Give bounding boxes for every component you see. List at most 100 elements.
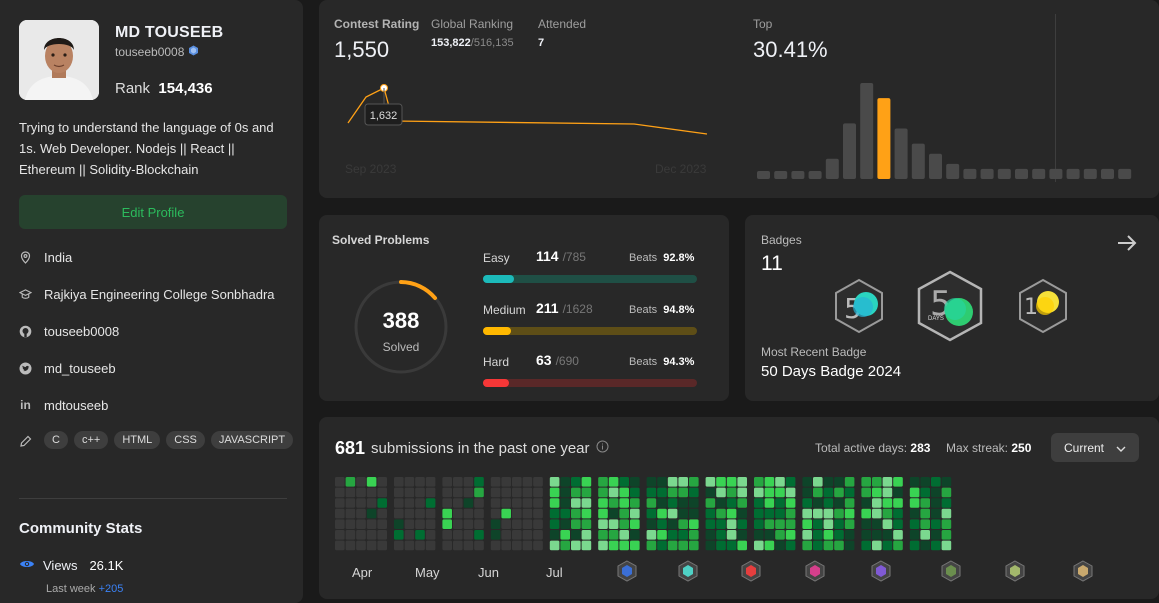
heatmap-cell[interactable] xyxy=(598,487,608,498)
histogram-bar[interactable] xyxy=(1032,168,1046,179)
heatmap-cell[interactable] xyxy=(366,477,377,487)
heatmap-cell[interactable] xyxy=(522,540,533,551)
heatmap-cell[interactable] xyxy=(425,508,436,519)
heatmap-cell[interactable] xyxy=(522,530,533,540)
heatmap-cell[interactable] xyxy=(619,508,629,519)
heatmap-cell[interactable] xyxy=(490,477,501,487)
heatmap-cell[interactable] xyxy=(872,508,882,519)
heatmap-cell[interactable] xyxy=(716,508,726,519)
heatmap-cell[interactable] xyxy=(844,540,855,551)
heatmap-cell[interactable] xyxy=(931,530,941,540)
skill-tag[interactable]: HTML xyxy=(114,431,161,449)
heatmap-cell[interactable] xyxy=(335,540,345,551)
heatmap-cell[interactable] xyxy=(463,498,474,508)
heatmap-cell[interactable] xyxy=(689,477,699,487)
heatmap-cell[interactable] xyxy=(726,519,737,529)
heatmap-cell[interactable] xyxy=(737,508,747,519)
histogram-bar[interactable] xyxy=(894,128,908,179)
heatmap-cell[interactable] xyxy=(678,540,688,551)
heatmap-cell[interactable] xyxy=(872,519,882,529)
heatmap-cell[interactable] xyxy=(345,530,356,540)
arrow-right-icon[interactable] xyxy=(1116,234,1138,257)
histogram-bar[interactable] xyxy=(911,143,925,179)
heatmap-cell[interactable] xyxy=(909,530,920,540)
heatmap-cell[interactable] xyxy=(415,487,425,498)
heatmap-cell[interactable] xyxy=(646,477,657,487)
heatmap-cell[interactable] xyxy=(630,540,640,551)
monthly-badge-icon[interactable] xyxy=(677,560,699,582)
heatmap-cell[interactable] xyxy=(415,508,425,519)
heatmap-cell[interactable] xyxy=(689,519,699,529)
heatmap-cell[interactable] xyxy=(560,540,570,551)
heatmap-cell[interactable] xyxy=(549,508,560,519)
heatmap-cell[interactable] xyxy=(366,519,377,529)
heatmap-cell[interactable] xyxy=(490,519,501,529)
heatmap-cell[interactable] xyxy=(501,508,511,519)
heatmap-cell[interactable] xyxy=(657,519,667,529)
heatmap-cell[interactable] xyxy=(861,487,871,498)
heatmap-cell[interactable] xyxy=(522,477,533,487)
heatmap-cell[interactable] xyxy=(404,519,415,529)
monthly-badge-icon[interactable] xyxy=(1072,560,1094,582)
heatmap-cell[interactable] xyxy=(560,477,570,487)
heatmap-cell[interactable] xyxy=(705,498,716,508)
heatmap-cell[interactable] xyxy=(394,498,404,508)
skill-tag[interactable]: CSS xyxy=(166,431,205,449)
heatmap-cell[interactable] xyxy=(893,477,903,487)
heatmap-cell[interactable] xyxy=(619,498,629,508)
histogram-bar[interactable] xyxy=(1066,168,1080,179)
heatmap-cell[interactable] xyxy=(377,540,387,551)
heatmap-cell[interactable] xyxy=(882,477,893,487)
heatmap-cell[interactable] xyxy=(490,498,501,508)
heatmap-cell[interactable] xyxy=(716,540,726,551)
heatmap-cell[interactable] xyxy=(764,487,775,498)
heatmap-cell[interactable] xyxy=(834,530,844,540)
heatmap-cell[interactable] xyxy=(802,487,812,498)
heatmap-cell[interactable] xyxy=(909,498,920,508)
heatmap-cell[interactable] xyxy=(646,498,657,508)
heatmap-cell[interactable] xyxy=(345,498,356,508)
heatmap-cell[interactable] xyxy=(678,477,688,487)
heatmap-cell[interactable] xyxy=(785,477,796,487)
heatmap-cell[interactable] xyxy=(785,508,796,519)
heatmap-cell[interactable] xyxy=(335,498,345,508)
heatmap-cell[interactable] xyxy=(646,530,657,540)
heatmap-cell[interactable] xyxy=(415,498,425,508)
heatmap-cell[interactable] xyxy=(813,477,823,487)
heatmap-cell[interactable] xyxy=(366,487,377,498)
heatmap-cell[interactable] xyxy=(667,530,678,540)
heatmap-cell[interactable] xyxy=(442,540,452,551)
heatmap-cell[interactable] xyxy=(533,540,543,551)
heatmap-cell[interactable] xyxy=(345,508,356,519)
heatmap-cell[interactable] xyxy=(598,519,608,529)
heatmap-cell[interactable] xyxy=(882,487,893,498)
histogram-bar[interactable] xyxy=(1083,168,1097,179)
heatmap-cell[interactable] xyxy=(463,487,474,498)
heatmap-cell[interactable] xyxy=(501,530,511,540)
heatmap-cell[interactable] xyxy=(844,508,855,519)
heatmap-cell[interactable] xyxy=(335,477,345,487)
heatmap-cell[interactable] xyxy=(920,508,930,519)
heatmap-cell[interactable] xyxy=(512,477,522,487)
heatmap-cell[interactable] xyxy=(931,498,941,508)
heatmap-cell[interactable] xyxy=(823,519,834,529)
heatmap-cell[interactable] xyxy=(335,508,345,519)
heatmap-cell[interactable] xyxy=(861,477,871,487)
heatmap-cell[interactable] xyxy=(356,498,366,508)
heatmap-cell[interactable] xyxy=(377,477,387,487)
heatmap-cell[interactable] xyxy=(646,540,657,551)
heatmap-cell[interactable] xyxy=(646,487,657,498)
heatmap-cell[interactable] xyxy=(345,477,356,487)
heatmap-cell[interactable] xyxy=(581,530,592,540)
histogram-bar[interactable] xyxy=(843,123,856,179)
heatmap-cell[interactable] xyxy=(490,540,501,551)
heatmap-cell[interactable] xyxy=(893,540,903,551)
histogram-bar[interactable] xyxy=(1118,168,1132,179)
heatmap-cell[interactable] xyxy=(630,487,640,498)
heatmap-cell[interactable] xyxy=(490,487,501,498)
heatmap-cell[interactable] xyxy=(581,519,592,529)
heatmap-cell[interactable] xyxy=(463,530,474,540)
heatmap-cell[interactable] xyxy=(834,487,844,498)
heatmap-cell[interactable] xyxy=(522,487,533,498)
heatmap-cell[interactable] xyxy=(872,498,882,508)
